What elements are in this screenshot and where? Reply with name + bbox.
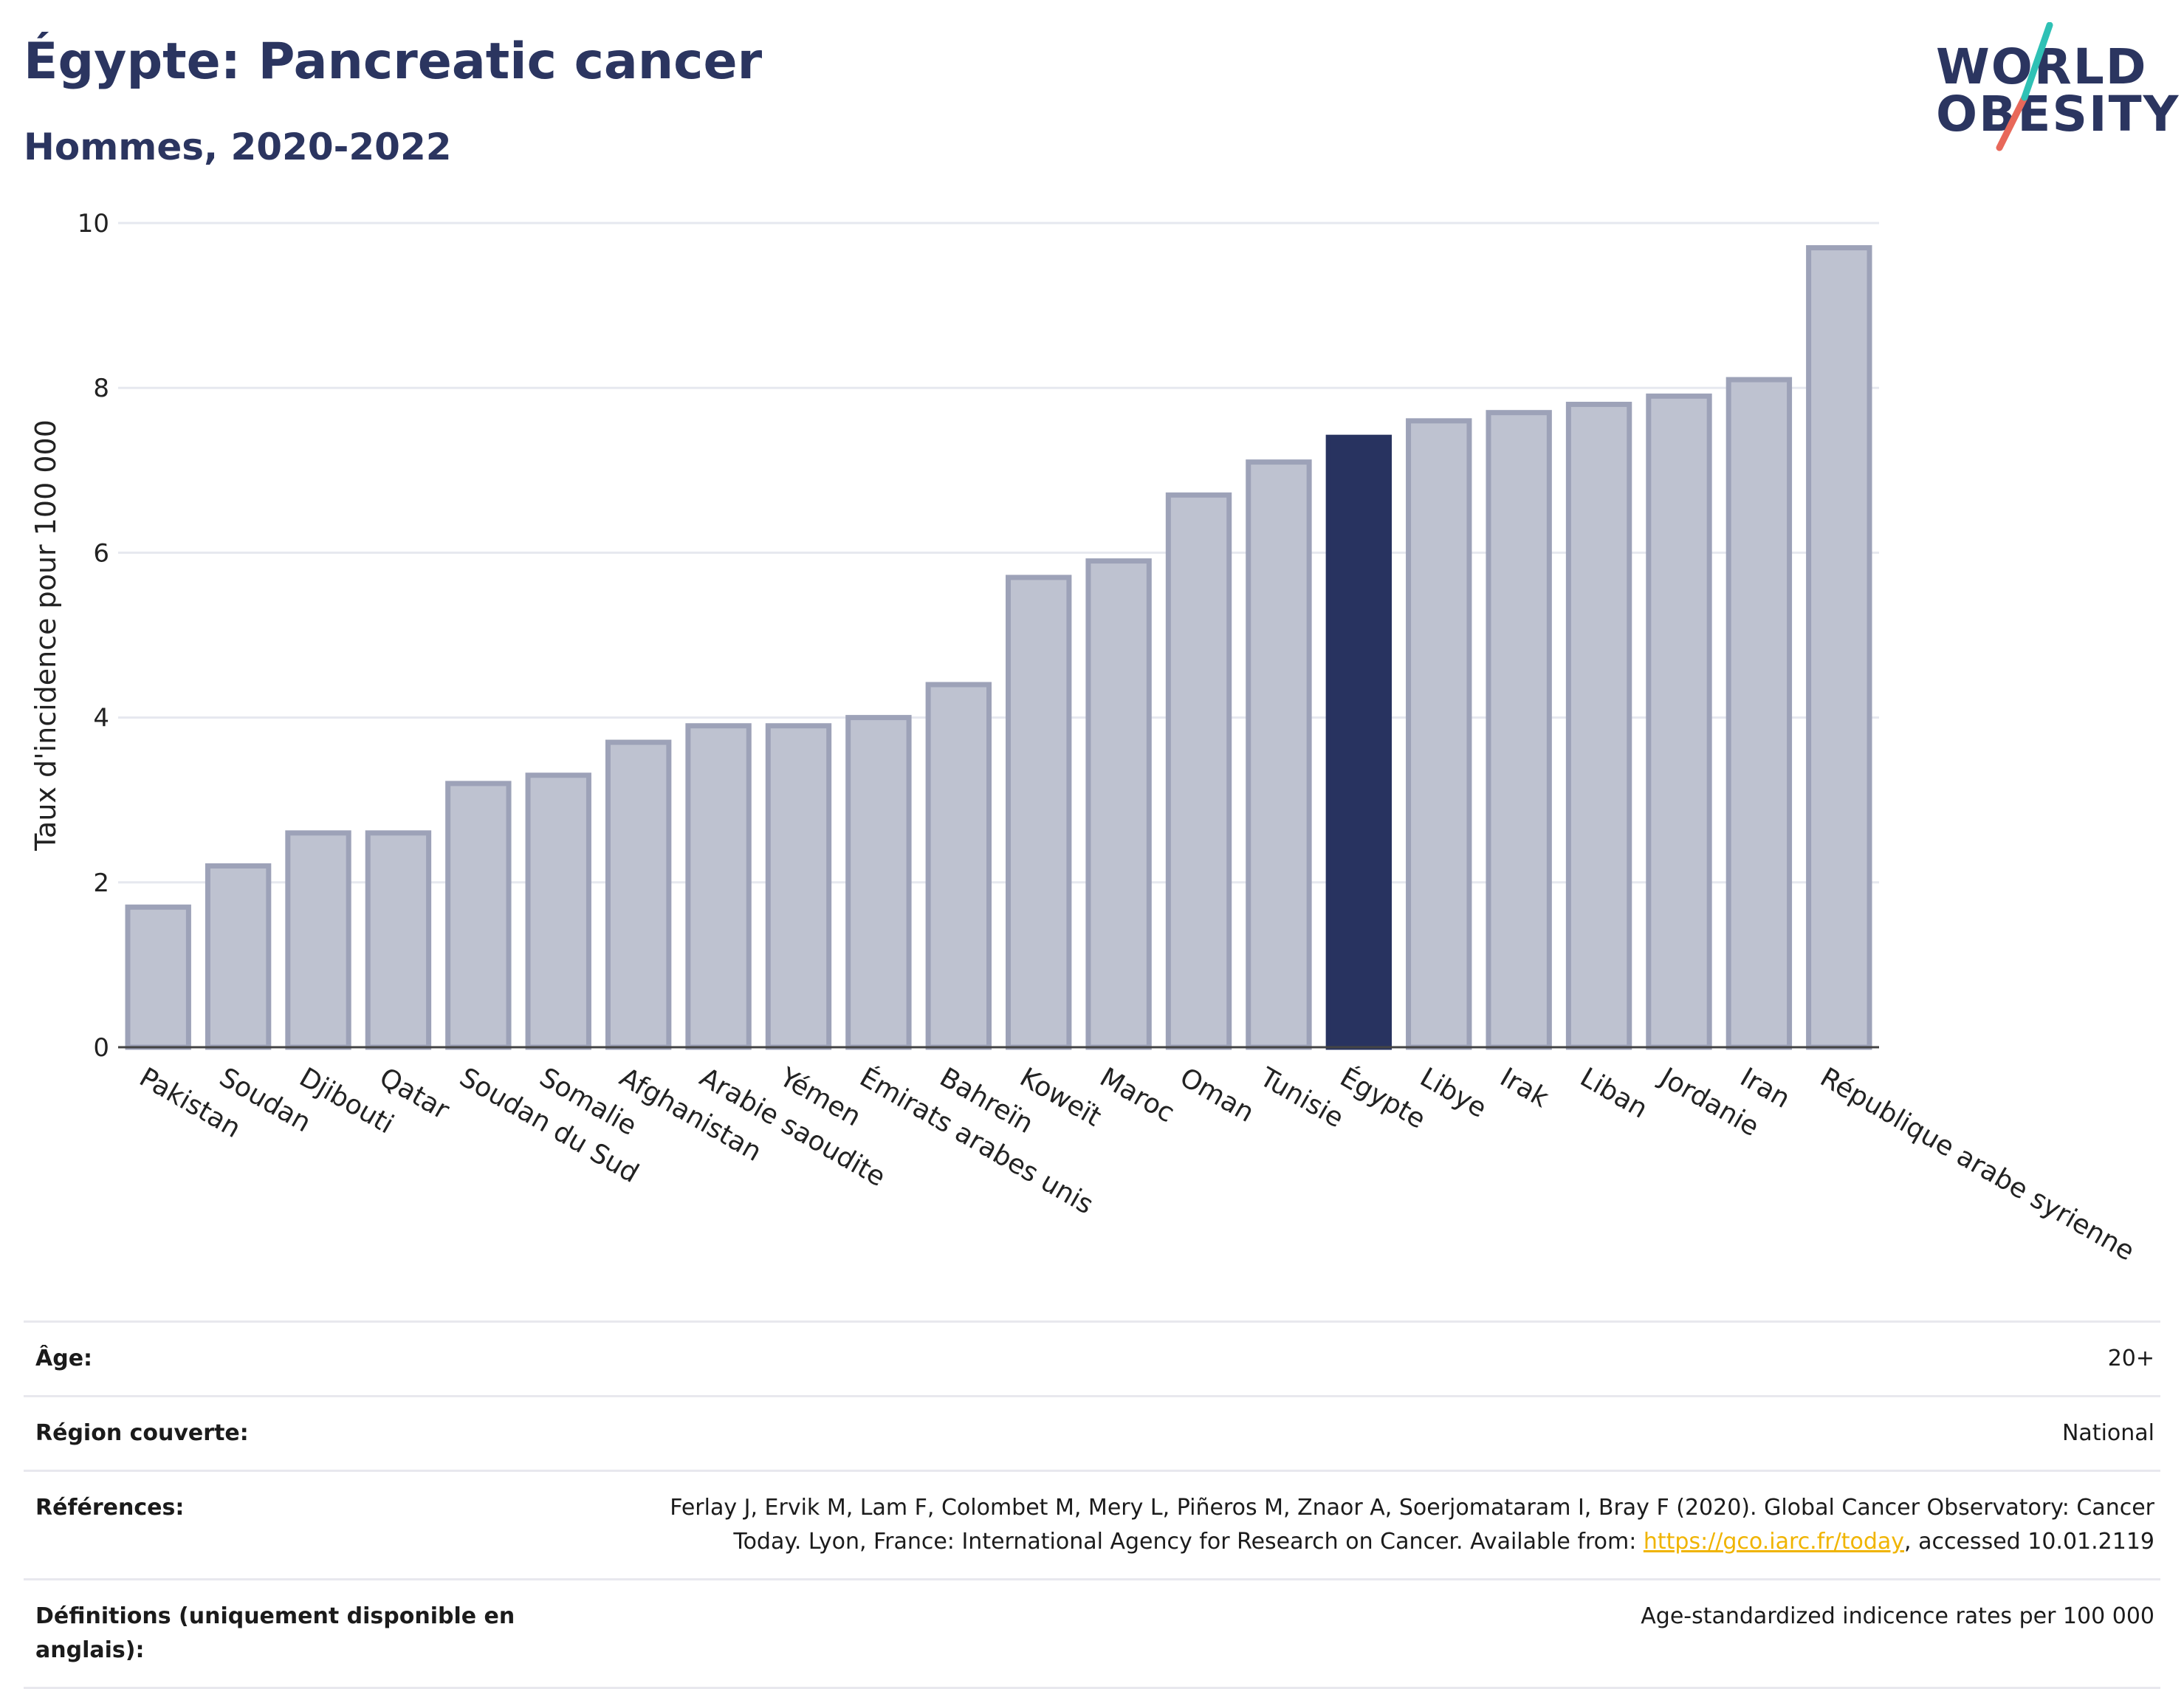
references-text: Ferlay J, Ervik M, Lam F, Colombet M, Me… (670, 1495, 2154, 1555)
x-tick-label: Oman (1175, 1062, 1259, 1128)
bar (1565, 402, 1632, 1050)
bar (125, 904, 191, 1050)
bar (445, 781, 512, 1050)
world-obesity-logo: WORLD OBESITY (1927, 22, 2178, 155)
info-row-references: Références: Ferlay J, Ervik M, Lam F, Co… (24, 1470, 2160, 1578)
x-tick-label: Irak (1495, 1062, 1554, 1114)
bar (1486, 410, 1552, 1050)
bar (1806, 244, 1872, 1050)
bar (1646, 393, 1712, 1050)
bar (205, 863, 272, 1050)
bar (1006, 575, 1072, 1050)
bar (765, 723, 832, 1050)
bar (1085, 558, 1152, 1050)
y-axis-label: Taux d'incidence pour 100 000 (30, 419, 62, 852)
chart-subtitle: Hommes, 2020-2022 (24, 126, 452, 168)
references-accessed: , accessed 10.01.2119 (1904, 1529, 2154, 1555)
y-tick-label: 2 (93, 869, 109, 898)
info-row-age: Âge: 20+ (24, 1320, 2160, 1395)
info-row-region: Région couverte: National (24, 1395, 2160, 1470)
bar (365, 830, 432, 1050)
info-row-definitions: Définitions (uniquement disponible en an… (24, 1578, 2160, 1689)
x-tick-label: Égypte (1335, 1061, 1431, 1134)
y-tick-label: 6 (93, 538, 109, 568)
info-value-age: 20+ (2107, 1346, 2154, 1371)
bar (845, 715, 912, 1050)
x-tick-label: Maroc (1095, 1062, 1180, 1128)
info-label-age: Âge: (35, 1346, 93, 1371)
bar (925, 682, 992, 1050)
bar (1406, 418, 1472, 1050)
x-tick-label: Liban (1575, 1062, 1652, 1124)
y-tick-label: 10 (78, 209, 109, 239)
bar (525, 772, 591, 1050)
bar (1325, 434, 1393, 1050)
y-tick-label: 4 (93, 704, 109, 733)
info-value-region: National (2061, 1420, 2154, 1446)
info-label-definitions: Définitions (uniquement disponible en an… (35, 1603, 515, 1663)
x-tick-label: Tunisie (1254, 1062, 1349, 1134)
info-table: Âge: 20+ Région couverte: National Référ… (24, 1320, 2160, 1689)
bar (1165, 492, 1232, 1050)
bar (1725, 377, 1793, 1050)
bar (1246, 459, 1312, 1050)
y-tick-label: 0 (93, 1033, 109, 1063)
x-tick-label: République arabe syrienne (1815, 1062, 2139, 1267)
references-link[interactable]: https://gco.iarc.fr/today (1643, 1529, 1905, 1555)
chart-title: Égypte: Pancreatic cancer (24, 32, 763, 91)
logo-line-2: OBESITY (1936, 86, 2180, 143)
chart-area: 0 2 4 6 8 10 Taux d'incidence pour 100 000 Paki… (0, 185, 2184, 1307)
info-value-definitions: Age-standardized indicence rates per 100… (1641, 1603, 2154, 1629)
info-label-region: Région couverte: (35, 1420, 249, 1446)
y-tick-label: 8 (93, 374, 109, 403)
info-value-references: Ferlay J, Ervik M, Lam F, Colombet M, Me… (604, 1491, 2154, 1559)
logo-slash-icon (1996, 22, 2053, 151)
bar (605, 739, 672, 1050)
info-label-references: Références: (35, 1495, 185, 1521)
bar (285, 830, 351, 1050)
bar (685, 723, 752, 1050)
